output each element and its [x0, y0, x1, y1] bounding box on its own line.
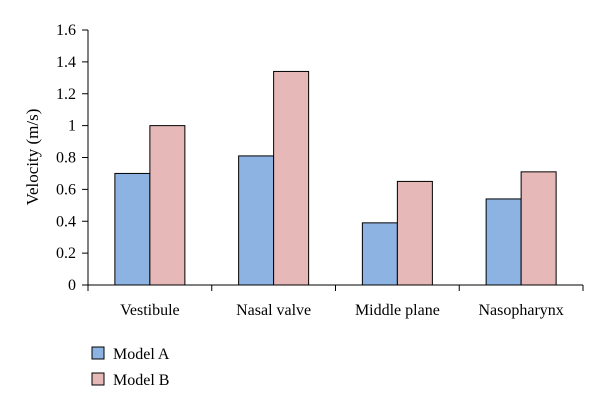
bar-model-b [149, 125, 186, 286]
y-axis: 0 0.2 0.4 0.6 0.8 1 1.2 1.4 1.6 [56, 22, 89, 294]
legend-swatch [91, 372, 105, 386]
y-tick-label: 1 [68, 118, 76, 135]
y-tick-label: 0.6 [56, 181, 76, 198]
bar-model-a [114, 172, 151, 286]
y-tick-label: 1.4 [56, 54, 76, 71]
y-tick-label: 0.8 [56, 150, 76, 167]
bar-model-a [361, 222, 398, 286]
legend-label: Model A [113, 346, 170, 363]
y-axis-title: Velocity (m/s) [23, 109, 42, 206]
y-tick-label: 1.2 [56, 86, 76, 103]
x-axis: Vestibule Nasal valve Middle plane Nasophar… [87, 284, 584, 319]
legend-swatch [91, 346, 105, 360]
x-category-label: Nasal valve [236, 302, 311, 319]
y-tick-label: 0 [68, 277, 76, 294]
y-tick-label: 0.2 [56, 245, 76, 262]
y-tick-label: 0.4 [56, 213, 76, 230]
bar-model-b [520, 171, 557, 286]
bars [114, 70, 557, 286]
y-tick-label: 1.6 [56, 22, 76, 39]
bar-model-a [238, 155, 275, 286]
legend-label: Model B [113, 372, 169, 389]
bar-model-b [273, 70, 310, 286]
x-category-label: Nasopharynx [478, 302, 563, 319]
bar-model-a [485, 198, 522, 286]
legend: Model A Model B [91, 346, 170, 389]
bar-model-b [396, 180, 433, 286]
x-category-label: Middle plane [355, 302, 440, 319]
x-category-label: Vestibule [120, 302, 180, 319]
